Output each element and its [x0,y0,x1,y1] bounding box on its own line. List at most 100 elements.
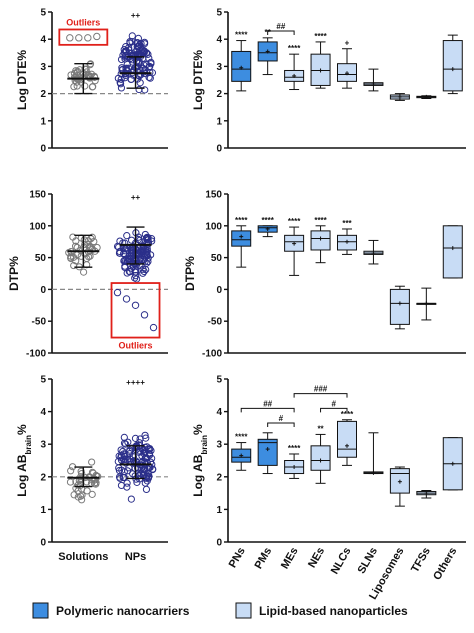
data-point [83,487,91,495]
data-point [145,472,153,480]
data-point [144,240,152,248]
y-tick-label: 2 [216,89,222,100]
data-point [127,495,135,503]
data-point [115,452,123,460]
data-point [117,75,125,83]
box-Others [442,40,463,92]
y-tick-label: 0 [216,144,222,155]
data-point [81,82,89,90]
y-tick-label: 0 [216,285,222,296]
significance-annotation: ++++ [126,378,145,387]
legend-swatch-lipid [235,602,252,619]
scatter-panel-E: 0 1 2 3 4 5 Log ABbrain% ++++ Solutions NPs [15,375,168,563]
y-tick-label: 4 [40,35,46,46]
data-point [119,51,127,59]
data-point [140,450,148,458]
data-point [141,86,149,94]
data-point [117,481,126,490]
data-point [115,473,124,481]
scatter-panel-C: -100 -50 0 50 100 150 DTP% Outliers ++ [7,190,168,360]
bracket-label: # [332,399,337,408]
significance-label: **** [314,32,327,41]
data-point [115,249,124,257]
x-category-label: NEs [306,546,327,571]
y-tick-label: -100 [26,349,46,360]
y-tick-label: 4 [40,407,46,418]
y-tick-label: -100 [202,349,222,360]
data-point [88,245,97,253]
comparison-bracket [267,422,295,428]
outlier-box [110,282,161,339]
y-tick-label: 4 [216,35,222,46]
significance-label: **** [235,433,248,442]
data-point [78,469,86,478]
data-point [143,49,151,57]
data-point [72,237,80,245]
box-NLCs [337,420,357,458]
bracket-label: ## [263,399,272,408]
outlier-point [75,34,83,42]
data-point [88,458,96,466]
y-tick-label: 150 [205,190,222,201]
data-point [140,256,148,264]
data-point [146,451,154,459]
data-point [139,54,147,62]
data-point [120,473,128,482]
y-tick-label: 1 [216,116,222,127]
data-point [143,250,151,258]
data-point [141,446,149,454]
y-tick-label: 5 [216,375,222,386]
y-tick-label: 5 [40,375,46,386]
outlier-label: Outliers [119,341,153,351]
data-point [143,248,151,256]
data-point [125,46,133,54]
x-category-label: PNs [227,546,248,571]
significance-label: **** [235,31,248,40]
outlier-box [58,28,109,46]
outlier-point [84,34,92,42]
significance-label: **** [341,410,354,419]
y-tick-label: 2 [40,472,46,483]
significance-label: + [345,39,350,48]
y-tick-label: 0 [40,285,46,296]
box-Liposomes [389,288,410,325]
data-point [147,60,155,68]
x-category-label: Others [431,546,459,583]
x-category-label: PMs [253,546,275,572]
significance-label: ** [317,424,324,433]
y-axis-label: Log DTE% [191,50,205,110]
data-point [145,73,153,81]
data-point [122,257,130,265]
y-tick-label: -50 [32,317,47,328]
y-tick-label: 1 [40,505,46,516]
box-PMs [257,438,278,466]
box-NEs [310,445,331,471]
outlier-point [131,301,140,309]
x-category-label: Solutions [58,551,108,563]
data-point [117,84,126,92]
significance-annotation: ++ [131,11,141,20]
y-axis-label: Log DTE% [15,50,29,110]
data-point [147,235,156,243]
y-tick-label: 4 [216,407,222,418]
data-point [142,60,151,69]
data-point [144,465,152,473]
data-point [88,490,96,498]
y-tick-label: 100 [29,221,46,232]
data-point [116,80,125,88]
data-point [71,242,80,250]
data-point [84,241,92,249]
y-tick-label: 1 [40,116,46,127]
data-point [133,39,142,47]
significance-annotation: ++ [131,193,141,202]
scatter-panel-A: 0 1 2 3 4 5 Log DTE% Outliers ++ [15,8,168,155]
data-point [78,496,86,504]
data-point [139,269,147,277]
data-point [131,434,140,442]
data-point [141,431,149,439]
outlier-point [66,34,74,42]
data-point [119,239,127,247]
y-tick-label: 50 [35,253,47,264]
data-point [70,491,78,499]
